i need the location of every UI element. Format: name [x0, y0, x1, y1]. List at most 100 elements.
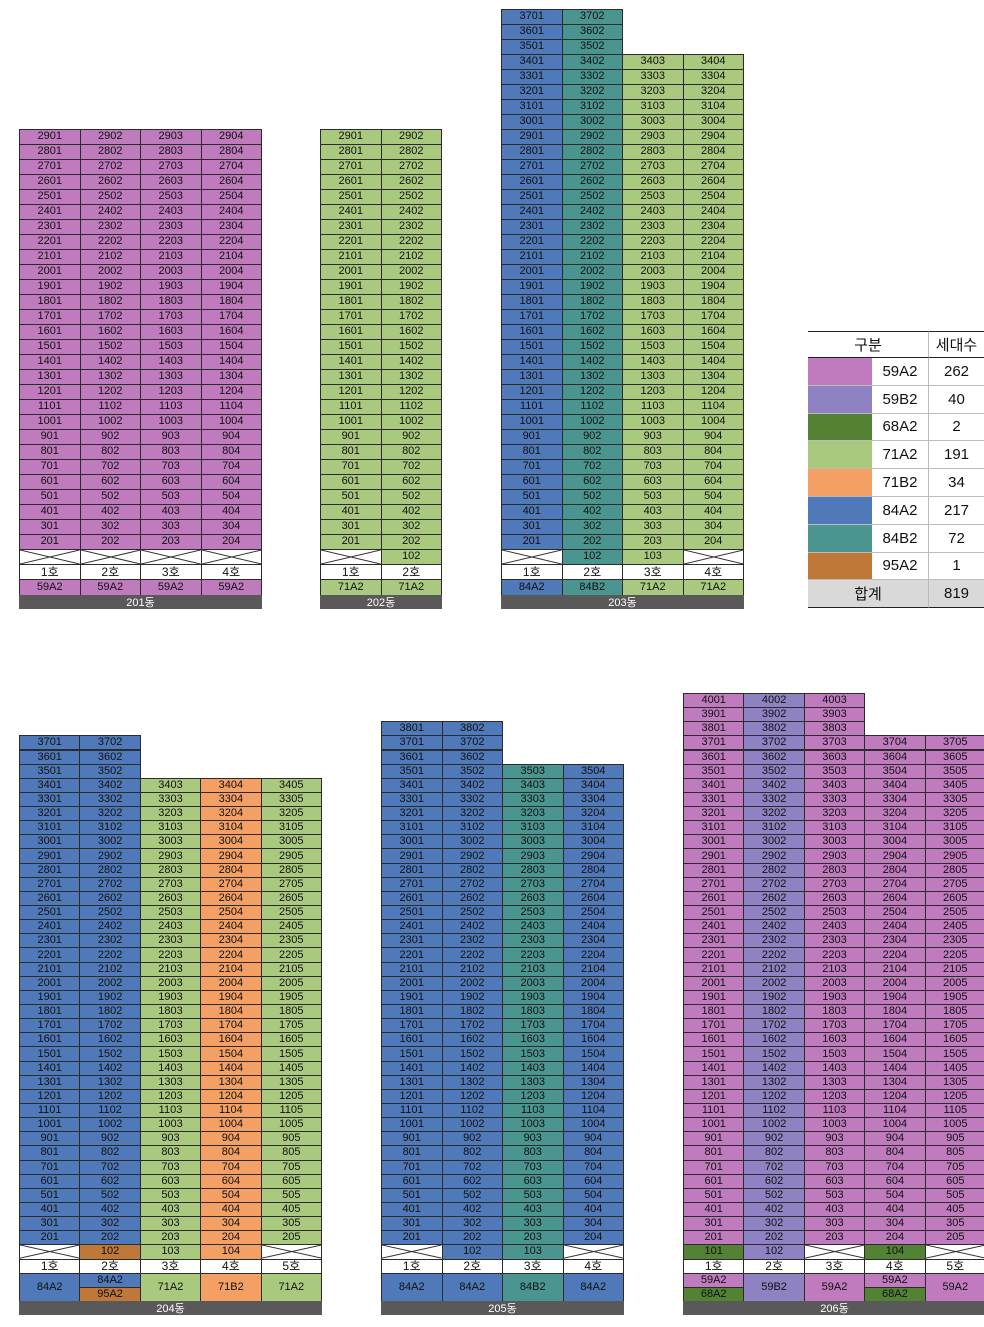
- unit-cell: 2201: [19, 233, 81, 250]
- unit-cell: 403: [139, 1201, 202, 1218]
- unit-cell: 203: [139, 1230, 202, 1246]
- unit-cell: 1202: [441, 1088, 503, 1104]
- unit-cell: 3001: [381, 834, 443, 850]
- unit-cell: 3203: [502, 806, 564, 822]
- unit-cell: 3402: [743, 777, 805, 793]
- line-number-cell: 2호: [743, 1258, 805, 1274]
- unit-cell: 3403: [502, 777, 564, 793]
- unit-type-label: 59A2: [19, 578, 81, 596]
- legend-color-swatch: [808, 413, 872, 442]
- unit-cell: 2201: [320, 233, 382, 250]
- unit-cell: 1602: [79, 1032, 141, 1048]
- empty-unit-cell: [803, 1244, 866, 1260]
- unit-cell: 1402: [79, 1060, 141, 1076]
- unit-cell: 2602: [441, 890, 503, 907]
- unit-cell: 301: [501, 518, 563, 535]
- unit-cell: 102: [561, 548, 623, 565]
- unit-cell: 1003: [502, 1117, 564, 1133]
- unit-cell: 1802: [79, 1004, 141, 1020]
- unit-cell: 1502: [380, 338, 442, 355]
- unit-cell: 903: [140, 428, 202, 445]
- unit-cell: 2905: [260, 848, 322, 864]
- unit-type-label: 84A2: [441, 1272, 503, 1302]
- unit-cell: 701: [501, 458, 563, 475]
- unit-cell: 905: [924, 1131, 984, 1147]
- unit-cell: 502: [441, 1187, 503, 1203]
- unit-cell: 3001: [683, 834, 745, 850]
- unit-cell: 3801: [683, 721, 745, 737]
- unit-cell: 1604: [562, 1032, 624, 1048]
- unit-cell: 1501: [683, 1046, 745, 1062]
- unit-cell: 1301: [381, 1074, 443, 1090]
- unit-cell: 1701: [19, 308, 81, 325]
- unit-cell: 3205: [924, 806, 984, 822]
- unit-cell: 2705: [924, 876, 984, 892]
- unit-cell: 1805: [260, 1004, 322, 1020]
- unit-cell: 1002: [79, 1117, 141, 1133]
- unit-cell: 1703: [140, 308, 202, 325]
- unit-cell: 2402: [79, 919, 141, 935]
- unit-cell: 203: [803, 1230, 866, 1246]
- unit-cell: 2504: [864, 905, 926, 921]
- unit-cell: 3701: [381, 735, 443, 751]
- unit-cell: 1901: [320, 278, 382, 295]
- unit-cell: 2605: [924, 890, 984, 907]
- unit-cell: 2701: [19, 876, 81, 892]
- unit-cell: 2602: [79, 173, 141, 190]
- unit-cell: 402: [743, 1201, 805, 1218]
- unit-cell: 1404: [562, 1060, 624, 1076]
- unit-cell: 1801: [381, 1004, 443, 1020]
- unit-cell: 2501: [19, 905, 81, 921]
- unit-cell: 205: [260, 1230, 322, 1246]
- unit-cell: 3003: [803, 834, 866, 850]
- legend-type-label: 71B2: [872, 469, 928, 497]
- unit-cell: 1101: [320, 398, 382, 415]
- unit-type-label: 84A2: [79, 1272, 141, 1288]
- unit-cell: 1301: [320, 368, 382, 385]
- unit-cell: 401: [683, 1201, 745, 1218]
- unit-cell: 1601: [320, 323, 382, 340]
- unit-cell: 1603: [502, 1032, 564, 1048]
- unit-cell: 1501: [381, 1046, 443, 1062]
- unit-cell: 405: [260, 1201, 322, 1218]
- unit-cell: 1302: [441, 1074, 503, 1090]
- unit-cell: 1502: [441, 1046, 503, 1062]
- unit-cell: 2602: [561, 173, 623, 190]
- unit-cell: 901: [683, 1131, 745, 1147]
- unit-cell: 902: [743, 1131, 805, 1147]
- unit-cell: 2203: [622, 233, 684, 250]
- no-unit-cross-icon: [262, 1245, 321, 1258]
- unit-cell: 1203: [622, 383, 684, 400]
- unit-cell: 602: [79, 1173, 141, 1189]
- unit-cell: 1003: [139, 1117, 202, 1133]
- unit-cell: 2104: [864, 961, 926, 977]
- unit-cell: 1501: [19, 1046, 81, 1062]
- building-name-label: 202동: [320, 594, 442, 609]
- unit-cell: 2104: [200, 961, 262, 977]
- legend-count: 40: [928, 385, 984, 414]
- line-number-cell: 4호: [864, 1258, 926, 1274]
- unit-cell: 1904: [200, 278, 262, 295]
- unit-cell: 3204: [200, 806, 262, 822]
- unit-cell: 2905: [924, 848, 984, 864]
- unit-cell: 903: [139, 1131, 202, 1147]
- unit-cell: 2903: [140, 128, 202, 145]
- unit-cell: 2405: [924, 919, 984, 935]
- unit-cell: 2302: [561, 218, 623, 235]
- unit-cell: 302: [380, 518, 442, 535]
- unit-cell: 2705: [260, 876, 322, 892]
- unit-cell: 2303: [803, 933, 866, 949]
- unit-cell: 903: [803, 1131, 866, 1147]
- unit-cell: 1401: [501, 353, 563, 370]
- unit-cell: 1504: [682, 338, 744, 355]
- unit-cell: 501: [501, 488, 563, 505]
- unit-cell: 1904: [200, 989, 262, 1005]
- unit-cell: 3504: [864, 763, 926, 779]
- unit-cell: 2504: [200, 188, 262, 205]
- unit-cell: 402: [561, 503, 623, 520]
- unit-cell: 2602: [79, 890, 141, 907]
- unit-cell: 1303: [140, 368, 202, 385]
- unit-cell: 3304: [864, 791, 926, 808]
- unit-cell: 1203: [139, 1088, 202, 1104]
- unit-cell: 1303: [622, 368, 684, 385]
